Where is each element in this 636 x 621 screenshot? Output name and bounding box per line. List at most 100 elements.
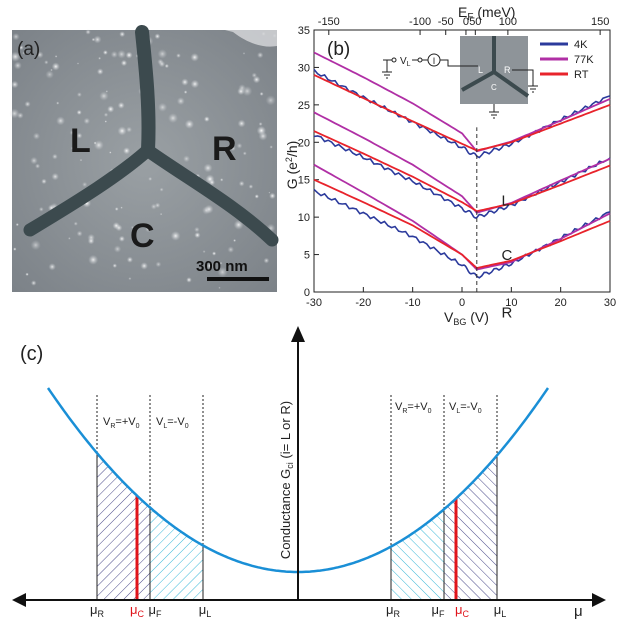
afm-particle <box>190 79 200 89</box>
afm-particle <box>114 207 119 211</box>
afm-particle <box>18 45 24 50</box>
afm-particle <box>88 254 99 265</box>
afm-particle <box>25 272 29 276</box>
afm-particle <box>259 91 264 96</box>
afm-particle <box>233 239 237 242</box>
y-tick-label: 15 <box>298 175 310 187</box>
afm-particle <box>76 62 80 65</box>
top-tick-label: -100 <box>409 16 431 28</box>
afm-particle <box>44 60 49 65</box>
curve-label-L: L <box>501 192 509 209</box>
mu-tick-left-R: μR <box>90 602 105 619</box>
afm-particle <box>140 262 148 270</box>
y-axis-title: G (e2/h) <box>284 141 300 190</box>
afm-particle <box>69 129 76 136</box>
afm-particle <box>109 151 112 154</box>
afm-particle <box>126 256 133 263</box>
afm-particle <box>104 120 108 123</box>
afm-particle <box>155 261 162 268</box>
contact-label-L: L <box>70 122 91 160</box>
afm-particle <box>110 50 118 59</box>
y-tick-label: 20 <box>298 137 310 149</box>
afm-particle <box>36 51 44 59</box>
afm-particle <box>30 240 41 251</box>
curve-label-R: R <box>501 305 512 322</box>
mu-tick-right-F: μF <box>432 602 446 619</box>
x-tick-label: 10 <box>505 297 517 309</box>
afm-particle <box>263 257 270 264</box>
y-tick-label: 0 <box>304 287 310 299</box>
afm-particle <box>93 35 102 44</box>
afm-particle <box>269 192 276 200</box>
afm-particle <box>118 235 125 242</box>
afm-particle <box>217 267 228 278</box>
hatch-region-right-dark <box>444 455 497 600</box>
afm-particle <box>248 184 254 189</box>
afm-particle <box>164 63 169 69</box>
afm-particle <box>218 286 221 289</box>
curve-label-C: C <box>501 247 512 264</box>
afm-particle <box>237 119 246 128</box>
afm-particle <box>87 237 95 245</box>
hatch-region-left-dark <box>97 453 150 600</box>
x-tick-label: 30 <box>604 297 616 309</box>
contact-label-R: R <box>212 130 237 168</box>
afm-particle <box>76 92 82 98</box>
afm-particle <box>30 156 38 165</box>
bias-label-right-L: VL=-V0 <box>449 401 482 415</box>
scale-bar <box>207 277 269 281</box>
afm-particle <box>82 181 88 188</box>
afm-particle <box>128 277 132 281</box>
afm-particle <box>202 250 206 254</box>
afm-particle <box>159 187 164 192</box>
top-tick-label: 150 <box>591 16 609 28</box>
afm-particle <box>208 179 216 186</box>
contact-label-C: C <box>130 217 155 255</box>
afm-particle <box>50 68 53 72</box>
axis-arrow-up <box>291 326 305 342</box>
afm-particle <box>113 245 122 253</box>
afm-particle <box>51 172 59 181</box>
afm-particle <box>194 232 201 239</box>
afm-particle <box>258 131 268 141</box>
afm-particle <box>123 147 131 155</box>
afm-particle <box>206 262 214 270</box>
afm-particle <box>96 68 104 75</box>
afm-particle <box>158 60 166 68</box>
bias-label-left-R: VR=+V0 <box>103 416 140 430</box>
afm-particle <box>30 280 37 286</box>
afm-particle <box>227 246 235 253</box>
afm-particle <box>52 153 58 160</box>
x-tick-label: 0 <box>459 297 465 309</box>
x-tick-label: -30 <box>306 297 322 309</box>
afm-particle <box>145 225 152 233</box>
afm-particle <box>158 102 168 112</box>
afm-particle <box>22 51 26 55</box>
afm-particle <box>150 203 157 210</box>
afm-particle <box>107 105 115 113</box>
afm-particle <box>176 97 185 106</box>
afm-particle <box>99 91 109 101</box>
inset-terminal-R: R <box>504 65 511 75</box>
afm-particle <box>154 33 161 40</box>
mu-tick-right-R: μR <box>386 602 401 619</box>
afm-particle <box>13 247 17 251</box>
legend-label-77K: 77K <box>574 54 594 66</box>
ammeter-label: I <box>433 56 436 66</box>
afm-particle <box>76 132 83 139</box>
afm-particle <box>131 225 134 229</box>
mu-axis-label: μ <box>574 603 583 620</box>
trench-left <box>23 143 155 237</box>
trench-right <box>143 145 279 247</box>
legend: 4K 77K RT <box>540 39 594 81</box>
afm-particle <box>160 213 163 216</box>
afm-particle <box>48 263 56 271</box>
series-R-RT <box>313 178 611 269</box>
afm-particle <box>236 142 243 149</box>
afm-particle <box>112 263 118 269</box>
afm-particle <box>168 113 178 124</box>
afm-particle <box>238 84 246 92</box>
afm-particle <box>85 29 91 35</box>
series-lines: L C R <box>313 51 611 322</box>
